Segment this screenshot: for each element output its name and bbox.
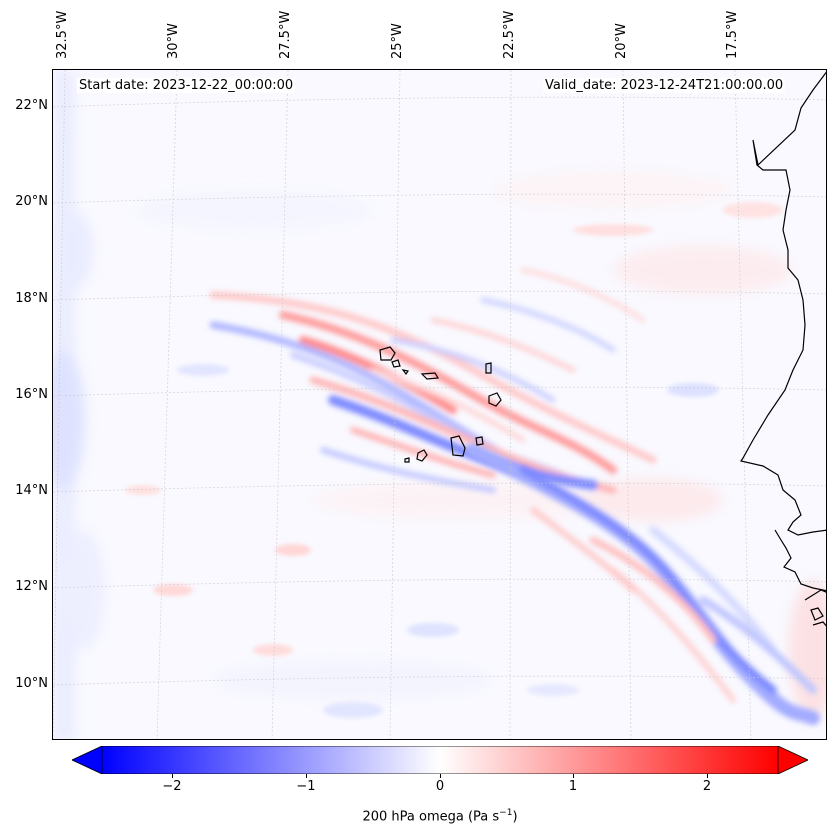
lon-label-25w: 25°W [390,23,405,59]
lon-label-30w: 30°W [166,23,181,59]
lat-label-18n: 18°N [15,291,48,306]
lat-label-22n: 22°N [15,98,48,113]
cb-tickmark-m2 [172,774,173,778]
colorbar-gradient [101,745,779,775]
colorbar-extend-min [71,745,103,775]
valid-date-label: Valid_date: 2023-12-24T21:00:00.00 [543,78,786,93]
coastline [740,71,826,627]
cb-tick-label-0: 0 [435,779,445,794]
islands [379,346,502,463]
cb-tick-label-2: 2 [702,779,712,794]
lat-label-20n: 20°N [15,194,48,209]
map-panel[interactable] [52,69,827,740]
cb-tickmark-m1 [306,774,307,778]
cb-tickmark-2 [707,774,708,778]
cb-tickmark-0 [440,774,441,778]
lon-label-17-5w: 17.5°W [725,10,740,59]
lat-label-10n: 10°N [15,676,48,691]
cb-tick-label-m1: −1 [296,779,316,794]
omega-field [53,70,826,739]
lat-label-12n: 12°N [15,579,48,594]
lon-label-20w: 20°W [614,23,629,59]
cb-tick-label-m2: −2 [162,779,182,794]
start-date-label: Start date: 2023-12-22_00:00:00 [77,78,296,93]
lon-label-22-5w: 22.5°W [502,10,517,59]
lat-label-16n: 16°N [15,387,48,402]
cb-tick-label-1: 1 [568,779,578,794]
cb-tickmark-1 [573,774,574,778]
colorbar [71,745,809,775]
colorbar-extend-max [777,745,809,775]
colorbar-title: 200 hPa omega (Pa s−1) [362,808,518,825]
lat-label-14n: 14°N [15,483,48,498]
lon-label-32-5w: 32.5°W [55,10,70,59]
lon-label-27-5w: 27.5°W [278,10,293,59]
